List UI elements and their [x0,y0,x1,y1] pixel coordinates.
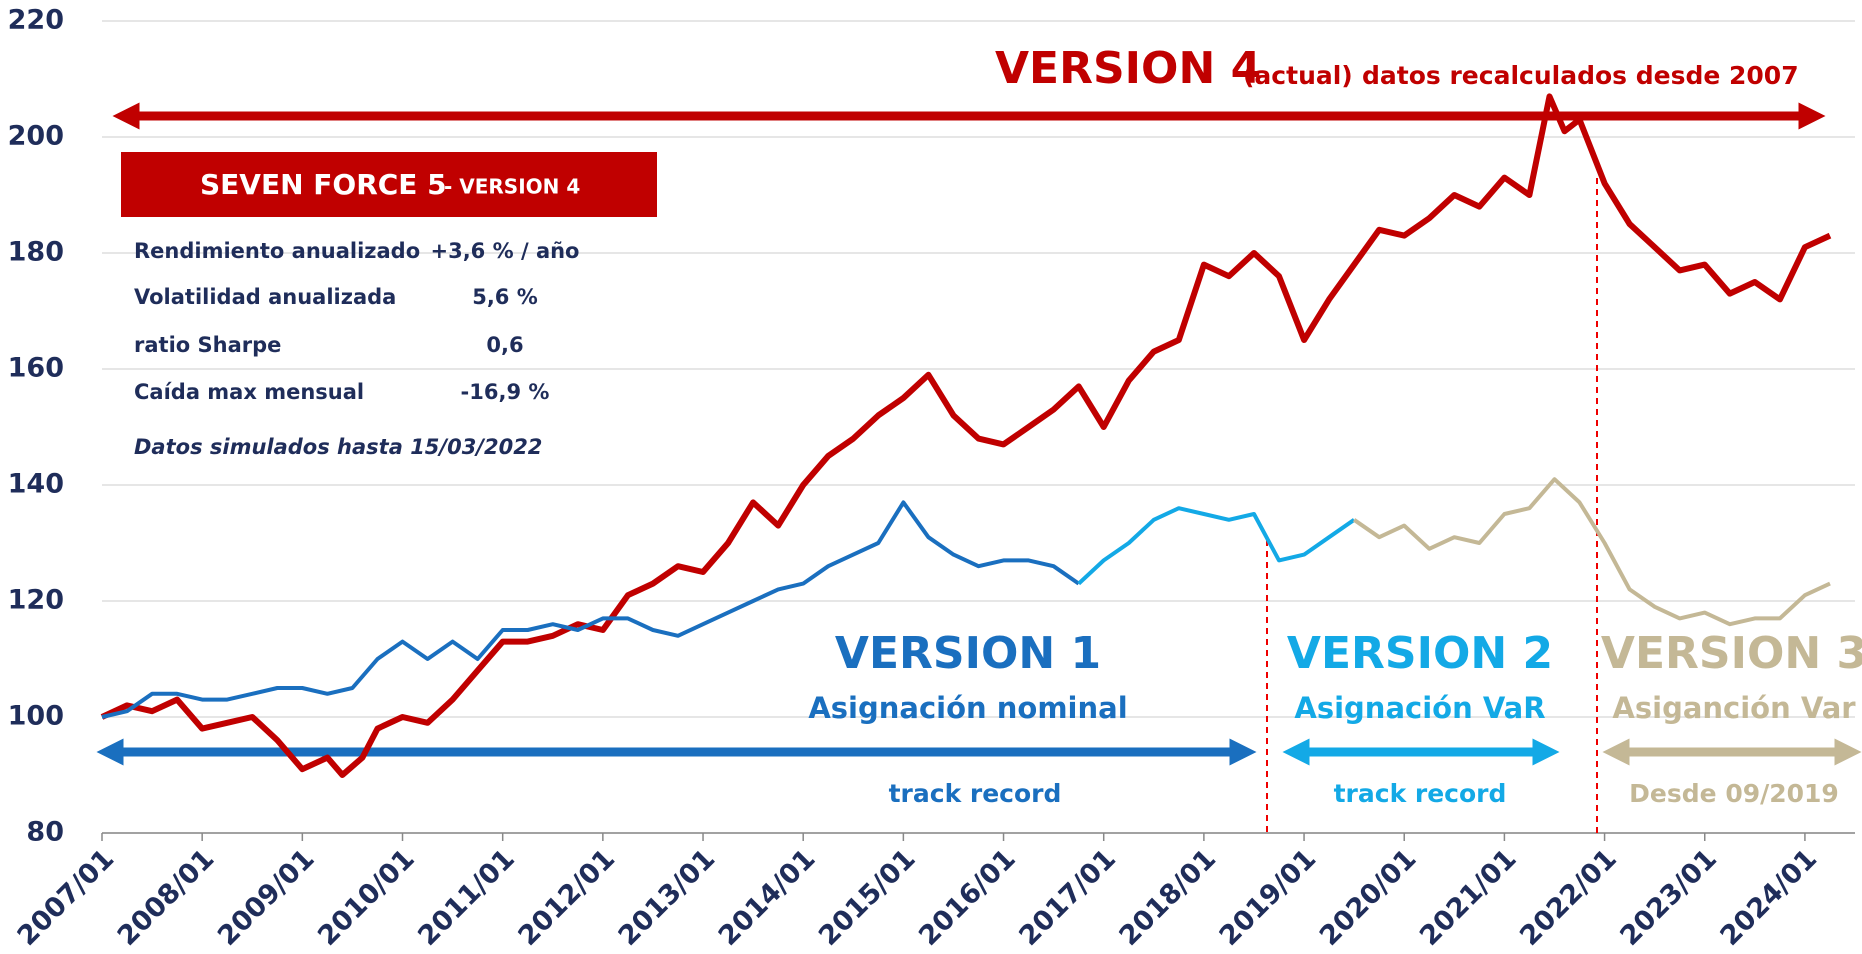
stat-label: Volatilidad anualizada [134,285,396,309]
x-tick-label: 2011/01 [412,843,521,952]
stat-label: Rendimiento anualizado [134,239,420,263]
annotation: Asignación nominal [808,691,1127,725]
line [100,93,1832,778]
x-tick-label: 2010/01 [312,843,421,952]
line [1352,477,1831,627]
stat-value: 0,6 [486,333,523,357]
stat-label: ratio Sharpe [134,333,281,357]
x-tick-label: 2013/01 [613,843,722,952]
annotation: Asignación VaR [1294,691,1545,725]
box [121,152,657,217]
x-tick-label: 2017/01 [1013,843,1122,952]
box-subtitle: - VERSION 4 [444,175,580,199]
annotation: datos recalculados desde 2007 [1362,61,1799,90]
annotation: track record [1334,779,1507,808]
stat-label: Caída max mensual [134,380,364,404]
box-title: SEVEN FORCE 5 [200,168,447,201]
x-tick-label: 2019/01 [1214,843,1323,952]
x-tick-label: 2018/01 [1114,843,1223,952]
y-tick-label: 140 [8,469,64,500]
x-tick-label: 2021/01 [1414,843,1523,952]
x-tick-label: 2009/01 [212,843,321,952]
x-tick-label: 2012/01 [513,843,622,952]
x-tick-label: 2015/01 [813,843,922,952]
y-tick-label: 120 [8,585,64,616]
annotation: Desde 09/2019 [1629,779,1839,808]
x-tick-label: 2016/01 [913,843,1022,952]
annotation: Asiganción Var [1612,691,1856,725]
line [101,500,1080,719]
title: VERSION 4 [995,43,1261,94]
y-tick-label: 180 [8,237,64,268]
annotation: track record [889,779,1062,808]
annotation: (actual) [1243,61,1353,90]
stat-value: -16,9 % [461,380,550,404]
y-tick-label: 100 [8,701,64,732]
stat-value: +3,6 % / año [431,239,580,263]
y-tick-label: 220 [8,5,64,36]
stat-value: 5,6 % [472,285,538,309]
line [1077,506,1356,586]
x-tick-label: 2022/01 [1514,843,1623,952]
y-tick-label: 80 [26,817,64,848]
x-tick-label: 2023/01 [1614,843,1723,952]
annotation: VERSION 3 [1601,628,1862,679]
x-tick-label: 2020/01 [1314,843,1423,952]
annotation: VERSION 1 [835,628,1101,679]
x-tick-label: 2014/01 [713,843,822,952]
y-tick-label: 200 [8,121,64,152]
annotation: VERSION 2 [1287,628,1553,679]
y-tick-label: 160 [8,353,64,384]
x-tick-label: 2008/01 [112,843,221,952]
x-tick-label: 2007/01 [12,843,121,952]
note: Datos simulados hasta 15/03/2022 [134,435,542,459]
x-tick-label: 2024/01 [1715,843,1824,952]
